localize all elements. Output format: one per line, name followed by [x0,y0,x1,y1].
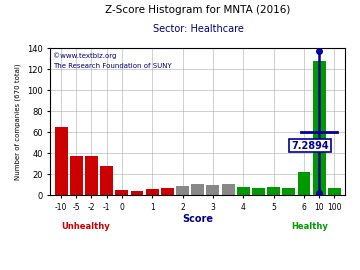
Bar [298,172,310,195]
Bar [100,166,113,195]
Bar [191,184,204,195]
Bar [70,156,83,195]
Y-axis label: Number of companies (670 total): Number of companies (670 total) [15,63,22,180]
Bar [313,61,326,195]
Bar [115,190,128,195]
Text: Sector: Healthcare: Sector: Healthcare [153,24,243,34]
Text: 7.2894: 7.2894 [291,140,329,150]
Text: Healthy: Healthy [291,221,328,231]
Bar [237,187,250,195]
Bar [85,156,98,195]
Bar [267,187,280,195]
Text: Unhealthy: Unhealthy [62,221,110,231]
Bar [206,185,219,195]
Bar [222,184,235,195]
Bar [252,188,265,195]
Bar [161,188,174,195]
Bar [328,188,341,195]
Text: ©www.textbiz.org: ©www.textbiz.org [53,53,117,59]
Text: The Research Foundation of SUNY: The Research Foundation of SUNY [53,63,172,69]
Text: Z-Score Histogram for MNTA (2016): Z-Score Histogram for MNTA (2016) [105,5,291,15]
Bar [131,191,143,195]
Bar [55,127,68,195]
Bar [176,186,189,195]
Bar [282,188,295,195]
X-axis label: Score: Score [182,214,213,224]
Bar [146,189,159,195]
